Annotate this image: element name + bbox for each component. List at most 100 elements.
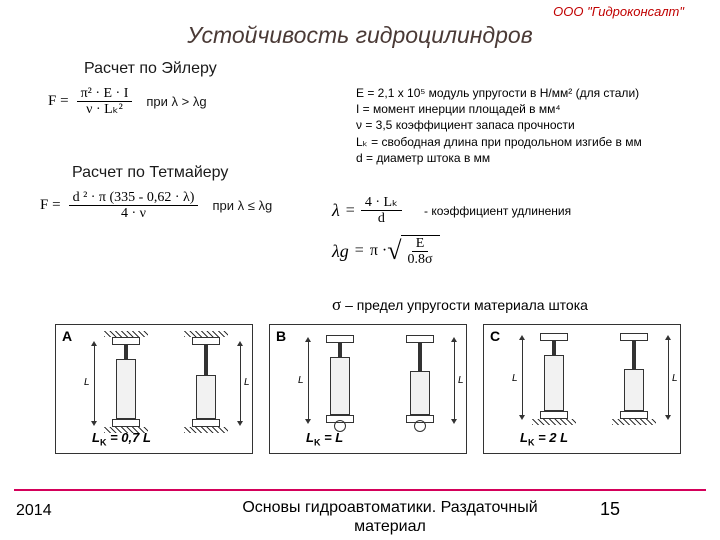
- sigma-text: предел упругости материала штока: [357, 297, 588, 313]
- sqrt-fraction: E 0.8σ: [404, 236, 437, 268]
- equals: =: [346, 202, 355, 220]
- dim-label: L: [672, 373, 678, 384]
- cylinder-body: [544, 355, 564, 411]
- cap: [620, 333, 648, 341]
- cap: [192, 337, 220, 345]
- dim-arrow: [94, 345, 95, 423]
- cap: [620, 411, 648, 419]
- panel-c: C L L LK = 2 L: [483, 324, 681, 454]
- cap: [406, 335, 434, 343]
- formula-lhs: F =: [40, 197, 61, 214]
- arrow-head: [519, 335, 525, 340]
- sqrt-denominator: 0.8σ: [404, 252, 437, 267]
- rod: [124, 345, 128, 359]
- cap: [540, 333, 568, 341]
- dim-arrow: [454, 341, 455, 421]
- cap: [540, 411, 568, 419]
- sigma-symbol: σ: [332, 295, 341, 314]
- param-E: E = 2,1 x 10⁵ модуль упругости в Н/мм² (…: [356, 85, 642, 101]
- param-Lk: Lₖ = свободная длина при продольном изги…: [356, 134, 642, 150]
- lambda-g-symbol: λg: [332, 241, 349, 262]
- rod: [632, 341, 636, 369]
- cap: [112, 419, 140, 427]
- lambda-definition: λ = 4 · Lₖ d - коэффициент удлинения: [332, 195, 571, 227]
- dim-arrow: [522, 339, 523, 417]
- sqrt-numerator: E: [412, 236, 429, 252]
- arrow-head: [91, 341, 97, 346]
- tetmaier-formula: F = d ² · π (335 - 0,62 · λ) 4 · ν при λ…: [40, 190, 272, 222]
- tetmaier-denominator: 4 · ν: [117, 206, 150, 221]
- cap: [326, 335, 354, 343]
- cylinder-body: [196, 375, 216, 419]
- dim-arrow: [240, 345, 241, 423]
- equals: =: [355, 242, 364, 260]
- hatch: [532, 419, 576, 425]
- cap: [112, 337, 140, 345]
- hatch: [184, 427, 228, 433]
- hatch: [612, 419, 656, 425]
- arrow-head: [451, 419, 457, 424]
- param-nu: ν = 3,5 коэффициент запаса прочности: [356, 117, 642, 133]
- panel-b-lk: LK = L: [306, 430, 343, 448]
- arrow-head: [665, 415, 671, 420]
- lambda-numerator: 4 · Lₖ: [361, 195, 402, 211]
- sigma-dash: –: [345, 297, 353, 313]
- param-I: I = момент инерции площадей в мм⁴: [356, 101, 642, 117]
- slide-title: Устойчивость гидроцилиндров: [0, 22, 720, 49]
- panel-c-label: C: [490, 328, 500, 344]
- parameter-definitions: E = 2,1 x 10⁵ модуль упругости в Н/мм² (…: [356, 85, 642, 166]
- tetmaier-fraction: d ² · π (335 - 0,62 · λ) 4 · ν: [69, 190, 199, 222]
- diagram-panels: A L L LK = 0,7 L B L: [55, 324, 681, 454]
- panel-a-label: A: [62, 328, 72, 344]
- formula-lhs: F =: [48, 93, 69, 110]
- cylinder-body: [624, 369, 644, 411]
- arrow-head: [665, 335, 671, 340]
- sqrt-sign: √: [387, 243, 401, 259]
- arrow-head: [91, 421, 97, 426]
- euler-formula: F = π² · E · I ν · Lₖ² при λ > λg: [48, 86, 207, 118]
- dim-label: L: [244, 377, 250, 388]
- dim-label: L: [512, 373, 518, 384]
- euler-section-label: Расчет по Эйлеру: [84, 60, 217, 78]
- company-tag: ООО "Гидроконсалт": [553, 4, 684, 19]
- arrow-head: [305, 337, 311, 342]
- rod: [204, 345, 208, 375]
- cylinder-body: [116, 359, 136, 419]
- sigma-definition: σ – предел упругости материала штока: [332, 295, 588, 315]
- lambda-g-definition: λg = π · √ E 0.8σ: [332, 235, 571, 268]
- arrow-head: [237, 341, 243, 346]
- euler-condition: при λ > λg: [146, 94, 206, 109]
- dim-label: L: [298, 375, 304, 386]
- panel-c-lk: LK = 2 L: [520, 430, 568, 448]
- lambda-denominator: d: [374, 211, 389, 226]
- arrow-head: [237, 421, 243, 426]
- lambda-symbol: λ: [332, 200, 340, 221]
- arrow-head: [519, 415, 525, 420]
- lambda-block: λ = 4 · Lₖ d - коэффициент удлинения λg …: [332, 195, 571, 276]
- arrow-head: [451, 337, 457, 342]
- rod: [418, 343, 422, 371]
- euler-numerator: π² · E · I: [77, 86, 133, 102]
- cylinder-body: [410, 371, 430, 415]
- lambda-fraction: 4 · Lₖ d: [361, 195, 402, 227]
- arrow-head: [305, 419, 311, 424]
- euler-fraction: π² · E · I ν · Lₖ²: [77, 86, 133, 118]
- dim-label: L: [458, 375, 464, 386]
- panel-b-label: B: [276, 328, 286, 344]
- footer-divider: [14, 489, 706, 491]
- tetmaier-numerator: d ² · π (335 - 0,62 · λ): [69, 190, 199, 206]
- lambda-g-pi: π ·: [370, 242, 387, 260]
- sqrt-block: √ E 0.8σ: [387, 235, 439, 268]
- footer-page-number: 15: [600, 499, 620, 520]
- rod: [338, 343, 342, 357]
- panel-b: B L L LK = L: [269, 324, 467, 454]
- dim-label: L: [84, 377, 90, 388]
- tetmaier-section-label: Расчет по Тетмайеру: [72, 164, 228, 182]
- footer-year: 2014: [16, 502, 52, 520]
- dim-arrow: [668, 339, 669, 417]
- panel-a-lk: LK = 0,7 L: [92, 430, 151, 448]
- panel-a: A L L LK = 0,7 L: [55, 324, 253, 454]
- rod: [552, 341, 556, 355]
- tetmaier-condition: при λ ≤ λg: [212, 198, 272, 213]
- lambda-comment: - коэффициент удлинения: [424, 204, 571, 218]
